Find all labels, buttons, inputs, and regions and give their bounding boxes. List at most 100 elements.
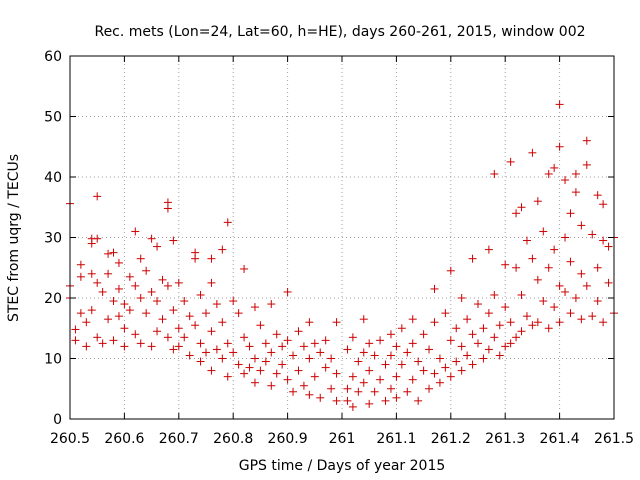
axis-ticks: 260.5 260.6 260.7 260.8 260.9 261 261.1 261.2 26… — [44, 49, 634, 447]
data-point — [343, 345, 352, 354]
data-point — [163, 204, 172, 213]
data-point — [561, 287, 570, 296]
data-point — [452, 357, 461, 366]
data-point — [376, 375, 385, 384]
data-point — [212, 345, 221, 354]
x-tick-label: 261.3 — [485, 431, 525, 447]
data-point — [370, 387, 379, 396]
data-point — [490, 169, 499, 178]
data-point — [153, 242, 162, 251]
data-point — [348, 402, 357, 411]
data-point — [588, 312, 597, 321]
data-point — [604, 278, 613, 287]
data-point — [593, 191, 602, 200]
data-point — [441, 363, 450, 372]
data-point — [202, 309, 210, 318]
data-point — [533, 318, 542, 327]
data-point — [506, 318, 515, 327]
data-point — [256, 366, 265, 375]
data-point — [414, 396, 423, 405]
data-point — [272, 369, 281, 378]
data-point — [104, 315, 113, 324]
data-point — [229, 297, 238, 306]
data-point — [474, 300, 482, 309]
data-point — [174, 278, 183, 287]
data-point — [207, 254, 216, 263]
data-point — [533, 275, 542, 284]
data-point — [468, 330, 477, 339]
data-point — [327, 384, 336, 393]
data-point — [566, 257, 575, 266]
data-point — [348, 372, 357, 381]
data-point — [169, 306, 178, 315]
data-point — [555, 281, 564, 290]
data-point — [289, 351, 298, 360]
data-point — [392, 342, 401, 351]
data-point — [561, 176, 570, 185]
y-tick-label: 40 — [44, 170, 62, 186]
data-point — [381, 360, 390, 369]
data-point — [218, 245, 227, 254]
x-tick-label: 261.1 — [376, 431, 416, 447]
data-point — [267, 381, 276, 390]
data-point — [479, 324, 488, 333]
data-point — [550, 163, 559, 172]
data-point — [457, 342, 466, 351]
data-point — [490, 333, 499, 342]
data-point — [365, 366, 374, 375]
data-point — [425, 384, 434, 393]
data-point — [571, 188, 580, 197]
data-point — [109, 336, 118, 345]
data-point — [419, 366, 428, 375]
x-tick-label: 261.5 — [594, 431, 634, 447]
data-point — [136, 339, 145, 348]
data-point — [332, 318, 341, 327]
x-tick-label: 260.8 — [213, 431, 253, 447]
data-point — [555, 142, 564, 151]
data-point — [185, 312, 194, 321]
data-point — [82, 342, 91, 351]
data-point — [446, 372, 455, 381]
data-point — [250, 354, 259, 363]
data-point — [310, 339, 319, 348]
data-point — [512, 263, 521, 272]
data-point — [512, 209, 521, 218]
x-axis-label: GPS time / Days of year 2015 — [239, 458, 446, 474]
y-tick-label: 30 — [44, 231, 62, 247]
data-point — [218, 318, 227, 327]
data-point — [76, 272, 85, 281]
data-point — [354, 387, 363, 396]
data-point — [267, 348, 276, 357]
data-point — [93, 333, 102, 342]
data-point — [147, 342, 156, 351]
data-point — [414, 357, 423, 366]
x-tick-label: 260.5 — [50, 431, 90, 447]
x-tick-label: 261 — [329, 431, 356, 447]
y-tick-label: 20 — [44, 291, 62, 307]
data-point — [256, 321, 265, 330]
data-point — [104, 249, 113, 258]
data-point — [381, 396, 390, 405]
data-point — [522, 236, 531, 245]
data-point — [153, 327, 162, 336]
data-point — [174, 342, 183, 351]
data-point — [87, 269, 96, 278]
data-point — [457, 366, 466, 375]
data-point — [512, 333, 521, 342]
data-point — [365, 399, 374, 408]
data-point — [561, 233, 570, 242]
data-point — [223, 218, 232, 227]
data-point — [283, 287, 292, 296]
y-axis-label: STEC from uqrg / TECUs — [6, 154, 22, 322]
data-point — [93, 234, 102, 243]
data-point — [98, 339, 107, 348]
data-point — [158, 315, 167, 324]
data-point — [93, 192, 102, 201]
data-point — [528, 148, 537, 157]
data-point — [495, 321, 504, 330]
data-point — [196, 357, 205, 366]
data-point — [370, 351, 379, 360]
data-point — [202, 348, 210, 357]
data-point — [163, 281, 172, 290]
data-point — [142, 309, 151, 318]
